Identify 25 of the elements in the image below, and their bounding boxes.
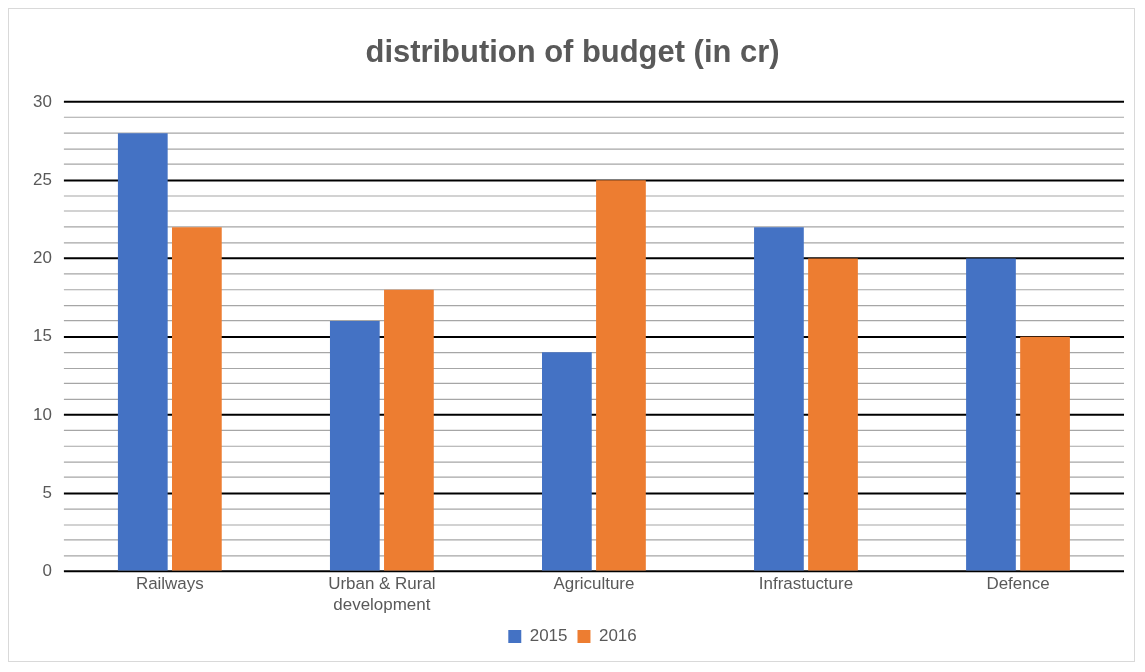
bar bbox=[172, 227, 222, 571]
bar bbox=[966, 258, 1016, 571]
y-tick-label: 10 bbox=[32, 404, 52, 424]
y-tick-label: 15 bbox=[32, 326, 52, 346]
y-tick-label: 20 bbox=[32, 248, 52, 268]
bar bbox=[754, 227, 804, 571]
x-tick-label: Infrastucture bbox=[758, 574, 854, 594]
chart-title: distribution of budget (in cr) bbox=[365, 34, 780, 69]
y-tick-label: 0 bbox=[42, 561, 52, 581]
y-tick-label: 5 bbox=[42, 482, 52, 502]
x-tick-label: Railways bbox=[135, 574, 204, 594]
x-tick-label: Defence bbox=[986, 574, 1050, 594]
legend-label: 2015 bbox=[529, 626, 568, 646]
bar bbox=[117, 133, 168, 571]
bar bbox=[384, 289, 434, 571]
x-tick-label: Agriculture bbox=[553, 574, 635, 594]
y-tick-label: 30 bbox=[32, 91, 52, 111]
bar bbox=[542, 352, 592, 571]
bar bbox=[596, 180, 646, 571]
x-tick-label: Urban & Rural development bbox=[328, 574, 436, 614]
y-tick-label: 25 bbox=[32, 169, 52, 189]
legend-label: 2016 bbox=[598, 626, 637, 646]
bar bbox=[808, 258, 858, 571]
bar bbox=[1020, 336, 1070, 571]
bar bbox=[329, 321, 380, 571]
